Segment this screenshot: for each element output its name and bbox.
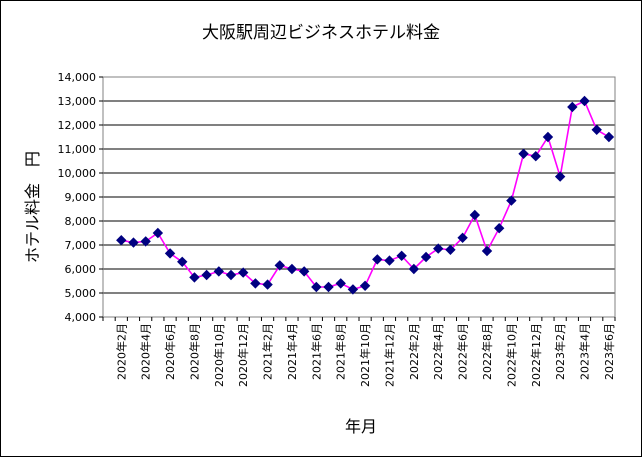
data-point — [396, 250, 407, 262]
x-tick-label: 2022年4月 — [431, 323, 445, 380]
x-tick-label: 2021年4月 — [285, 323, 299, 380]
data-point — [177, 256, 188, 268]
x-tick-label: 2022年6月 — [456, 323, 470, 380]
data-point — [359, 280, 371, 292]
data-point — [140, 236, 151, 247]
data-point — [408, 263, 420, 275]
chart-title: 大阪駅周辺ビジネスホテル料金 — [202, 23, 440, 43]
x-tick-label: 2020年4月 — [139, 323, 153, 380]
y-tick-label: 14,000 — [58, 71, 97, 84]
x-tick-label: 2021年8月 — [334, 323, 348, 380]
y-tick-label: 13,000 — [58, 95, 97, 108]
data-point — [286, 263, 298, 275]
y-tick-label: 4,000 — [65, 311, 97, 324]
x-tick-label: 2022年2月 — [407, 323, 421, 380]
data-point — [335, 278, 346, 289]
data-point — [189, 272, 200, 283]
y-tick-label: 6,000 — [65, 263, 97, 276]
x-axis-ticks: 2020年2月 2020年4月 2020年6月 2020年8月 2020年10月 2020… — [102, 317, 616, 387]
x-tick-label: 2022年8月 — [480, 323, 494, 380]
data-point — [311, 281, 322, 293]
data-point — [469, 209, 481, 221]
data-point — [506, 195, 517, 206]
data-point — [213, 266, 225, 277]
x-tick-label: 2020年10月 — [212, 323, 226, 387]
data-point — [567, 101, 578, 113]
x-tick-label: 2020年8月 — [187, 323, 201, 380]
x-tick-label: 2021年2月 — [261, 323, 275, 380]
y-axis-title: ホテル料金 円 — [23, 151, 42, 263]
y-tick-label: 9,000 — [65, 191, 97, 204]
y-tick-label: 12,000 — [58, 119, 97, 132]
data-point — [433, 243, 444, 254]
x-tick-label: 2021年12月 — [382, 323, 396, 387]
y-tick-label: 11,000 — [58, 143, 97, 156]
y-axis-ticks: 4,000 5,000 6,000 7,000 8,000 9,000 10,000 11,0… — [58, 71, 103, 324]
x-tick-label: 2020年2月 — [114, 323, 128, 380]
data-point — [372, 254, 383, 265]
x-tick-label: 2023年6月 — [602, 323, 616, 380]
x-tick-label: 2020年12月 — [236, 323, 250, 387]
data-point — [518, 148, 529, 160]
y-tick-label: 5,000 — [65, 287, 97, 300]
data-point — [116, 234, 127, 246]
data-point — [128, 237, 139, 248]
data-point — [420, 251, 432, 263]
data-point — [530, 150, 541, 162]
data-point — [445, 244, 456, 256]
x-axis-title: 年月 — [345, 417, 377, 436]
x-tick-label: 2020年6月 — [163, 323, 177, 380]
series-layer — [116, 95, 615, 295]
data-point — [298, 266, 310, 277]
data-point — [493, 222, 505, 234]
data-point — [152, 227, 164, 239]
x-tick-label: 2021年10月 — [358, 323, 372, 387]
x-tick-label: 2023年4月 — [578, 323, 592, 380]
data-point — [347, 284, 359, 295]
data-point — [164, 248, 176, 259]
data-point — [542, 131, 554, 143]
data-point — [262, 279, 273, 290]
data-point — [591, 124, 602, 136]
x-tick-label: 2022年10月 — [504, 323, 518, 387]
data-point — [274, 260, 285, 271]
x-tick-label: 2023年2月 — [553, 323, 567, 380]
data-point — [250, 278, 261, 289]
x-tick-label: 2022年12月 — [529, 323, 543, 387]
data-point — [225, 269, 237, 281]
y-tick-label: 10,000 — [58, 167, 97, 180]
y-tick-label: 8,000 — [65, 215, 97, 228]
data-point — [384, 255, 395, 266]
data-point — [603, 131, 615, 143]
data-point — [237, 267, 249, 278]
data-point — [481, 245, 493, 257]
y-tick-label: 7,000 — [65, 239, 97, 252]
data-point — [323, 281, 334, 293]
x-tick-label: 2021年6月 — [309, 323, 323, 380]
data-point — [579, 95, 590, 107]
data-point — [201, 269, 212, 281]
data-point — [554, 171, 566, 182]
data-point — [457, 232, 468, 244]
